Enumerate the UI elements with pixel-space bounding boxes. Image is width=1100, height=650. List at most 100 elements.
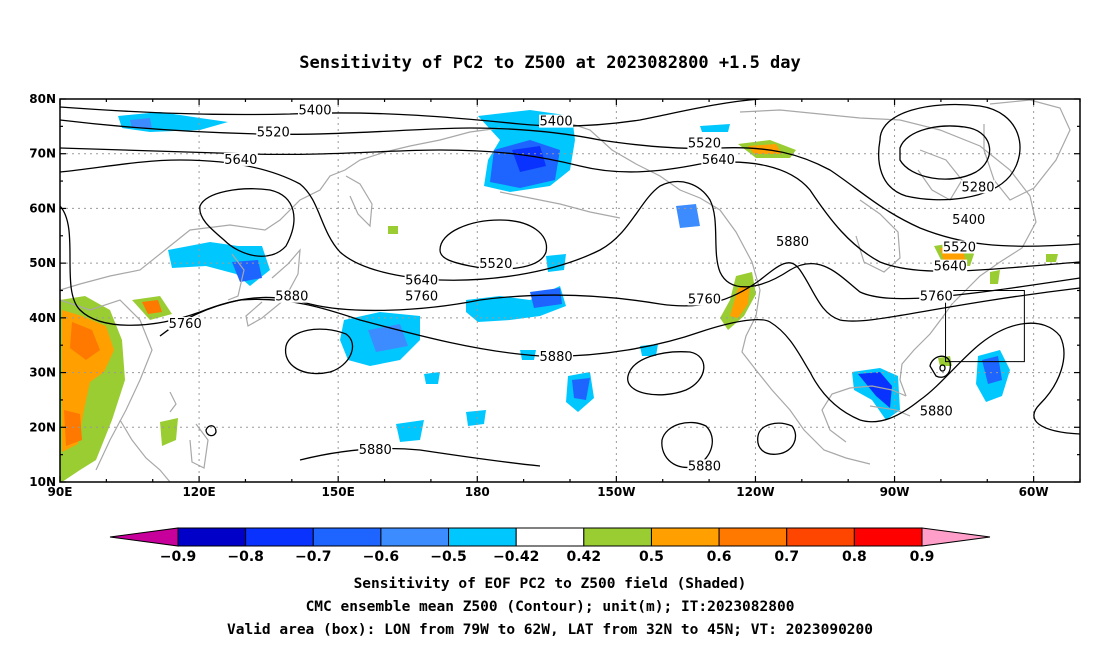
- contour-label-bg: [919, 404, 954, 418]
- contour-5880-east: [859, 322, 1080, 435]
- positive-region-asia-dark2: [64, 410, 82, 446]
- latitude-labels: 80N 70N 60N 50N 40N 30N 20N 10N: [29, 92, 56, 489]
- contour-label-bg: [701, 152, 736, 166]
- lon-label: 150W: [597, 485, 635, 499]
- negative-region-arctic-alaska: [700, 124, 730, 132]
- colorbar-swatch: [448, 527, 517, 547]
- contour-label-bg: [223, 152, 258, 166]
- contour-label: 5880: [275, 290, 308, 305]
- coastline-gulf: [821, 385, 907, 443]
- contour-label: 5880: [688, 459, 721, 474]
- coastline-baffin: [917, 149, 963, 201]
- colorbar-swatch: [650, 527, 720, 547]
- coastline-indochina: [119, 419, 171, 482]
- colorbar-swatch: [245, 527, 314, 547]
- lat-label: 70N: [29, 147, 56, 161]
- contour-label-bg: [478, 256, 513, 270]
- colorbar-label: 0.8: [842, 549, 867, 565]
- lat-label: 30N: [29, 366, 56, 380]
- contour-label: 5880: [359, 443, 392, 458]
- contour-label: 5520: [943, 240, 976, 255]
- contour-5880-closed-7: [939, 364, 946, 372]
- contour-label-bg: [256, 125, 291, 139]
- contour-5400-east: [878, 103, 1021, 201]
- colorbar-swatch: [718, 527, 788, 547]
- contour-trough-low: [439, 219, 548, 270]
- negative-region-manchuria-core: [232, 260, 262, 282]
- lon-label: 180: [465, 485, 490, 499]
- contour-5280-high: [899, 125, 991, 180]
- positive-region-japan-sea-core: [142, 300, 162, 314]
- contour-label: 5640: [405, 273, 438, 288]
- colorbar-swatch: [853, 527, 923, 547]
- contour-label-bg: [168, 317, 203, 331]
- negative-region-subtropic-2: [466, 410, 486, 426]
- negative-region-alaska-gulf: [676, 204, 700, 228]
- negative-region-nw-pacific-core: [368, 324, 408, 352]
- contour-label: 5280: [961, 180, 994, 195]
- contour-label-bg: [404, 273, 439, 287]
- contour-label-bg: [358, 442, 393, 456]
- contour-label: 5760: [405, 290, 438, 305]
- contour-label: 5520: [479, 257, 512, 272]
- map-title: Sensitivity of PC2 to Z500 at 2023082800…: [299, 53, 801, 73]
- contour-label: 5760: [688, 292, 721, 307]
- caption-line-1: Sensitivity of EOF PC2 to Z500 field (Sh…: [354, 576, 747, 592]
- lon-label: 120E: [182, 485, 215, 499]
- lon-label: 60W: [1019, 485, 1049, 499]
- lon-label: 90W: [880, 485, 910, 499]
- contour-5880-closed-3: [661, 421, 713, 468]
- negative-region-caribbean-core: [858, 372, 892, 408]
- coastline-china: [60, 299, 153, 471]
- lat-label: 10N: [29, 475, 56, 489]
- contour-label-bg: [298, 103, 332, 117]
- contour-label: 5880: [776, 235, 809, 250]
- colorbar-label: −0.8: [227, 549, 264, 565]
- positive-region-bering-small: [388, 226, 398, 234]
- contour-label: 5640: [702, 153, 735, 168]
- contour-label: 5400: [952, 213, 985, 228]
- negative-region-subtropic-6: [424, 372, 440, 384]
- coastline-philippines: [189, 423, 209, 469]
- coastline-asia-east: [60, 127, 501, 291]
- colorbar-label: −0.6: [363, 549, 400, 565]
- contour-5880-south: [299, 447, 541, 467]
- negative-region-arctic-west-core: [130, 118, 152, 128]
- lon-label: 120W: [736, 485, 774, 499]
- positive-region-atlantic-1: [990, 270, 1000, 284]
- lon-label: 150E: [322, 485, 355, 499]
- contour-label-bg: [687, 292, 722, 306]
- colorbar-high-triangle: [921, 527, 991, 547]
- axis-ticks: [59, 98, 1081, 483]
- positive-region-asia-dark: [70, 322, 100, 360]
- contour-5880-closed-5: [205, 425, 217, 437]
- contour-label: 5760: [169, 317, 202, 332]
- contour-label: 5400: [540, 115, 573, 130]
- contour-label: 5880: [920, 405, 953, 420]
- colorbar: [109, 527, 991, 547]
- contour-label-bg: [961, 180, 995, 194]
- colorbar-swatch: [312, 527, 382, 547]
- contour-label: 5640: [934, 260, 967, 275]
- contour-label: 5520: [688, 137, 721, 152]
- coastline-taiwan: [169, 391, 177, 413]
- colorbar-swatch: [515, 527, 585, 547]
- contour-5880-closed-1: [284, 328, 354, 375]
- contour-label-bg: [919, 289, 954, 303]
- lat-label: 20N: [29, 420, 56, 434]
- negative-region-hawaii-core: [572, 378, 590, 400]
- contour-label-bg: [274, 289, 309, 303]
- lat-label: 40N: [29, 311, 56, 325]
- lat-label: 50N: [29, 256, 56, 270]
- colorbar-label: −0.42: [493, 549, 539, 565]
- positive-region-west-coast-core: [730, 286, 750, 318]
- negative-region-bering-dark: [512, 146, 546, 172]
- negative-region-subtropic-1: [396, 420, 424, 442]
- caption-line-2: CMC ensemble mean Z500 (Contour); unit(m…: [306, 599, 795, 615]
- lat-label: 60N: [29, 201, 56, 215]
- contour-label-bg: [687, 459, 722, 473]
- positive-region-scs: [160, 418, 178, 446]
- contour-label: 5640: [224, 153, 257, 168]
- contour-label: 5760: [920, 290, 953, 305]
